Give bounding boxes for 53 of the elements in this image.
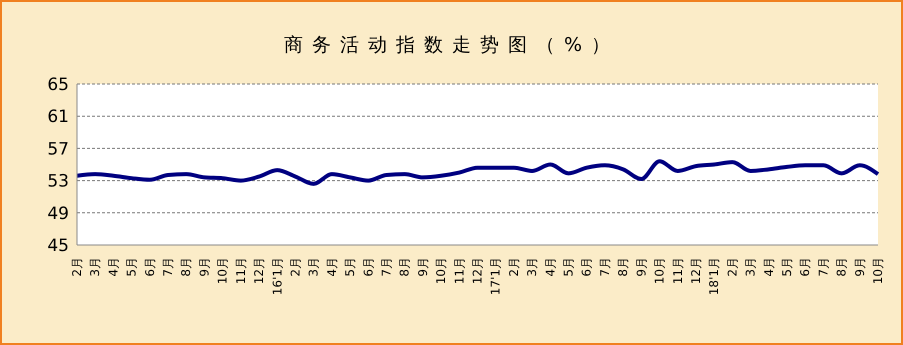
x-tick-label: 2月 [70, 257, 84, 277]
y-tick-label: 53 [47, 172, 69, 192]
x-tick-label: 8月 [834, 257, 849, 277]
y-tick-label: 49 [47, 204, 69, 224]
x-tick-label: 6月 [142, 257, 157, 277]
x-tick-label: 9月 [197, 257, 212, 277]
x-tick-label: 6月 [798, 257, 812, 277]
x-tick-label: 11月 [234, 257, 248, 284]
x-tick-label: 12月 [470, 257, 484, 284]
x-tick-label: 18'1月 [707, 257, 722, 296]
x-tick-label: 4月 [762, 257, 776, 277]
x-tick-label: 2月 [506, 257, 521, 277]
y-tick-label: 65 [47, 75, 69, 96]
x-tick-label: 7月 [816, 257, 830, 277]
x-tick-label: 6月 [361, 257, 376, 277]
x-tick-label: 10月 [434, 257, 448, 284]
x-tick-label: 5月 [124, 257, 139, 277]
x-tick-label: 7月 [161, 257, 176, 277]
x-tick-label: 12月 [688, 257, 703, 284]
y-tick-label: 57 [47, 139, 69, 160]
x-tick-label: 5月 [780, 257, 794, 277]
x-tick-label: 7月 [598, 257, 612, 277]
x-tick-label: 10月 [216, 257, 230, 284]
x-tick-label: 2月 [288, 257, 302, 277]
x-tick-label: 5月 [343, 257, 358, 277]
x-tick-label: 10月 [652, 257, 667, 284]
x-tick-label: 8月 [398, 257, 412, 277]
x-tick-label: 16'1月 [270, 257, 284, 296]
x-tick-label: 5月 [562, 257, 576, 277]
chart-title: 商务活动指数走势图（%） [282, 33, 620, 58]
x-tick-label: 11月 [452, 257, 466, 284]
x-tick-label: 9月 [416, 257, 430, 277]
x-tick-label: 3月 [525, 257, 540, 277]
x-tick-label: 8月 [616, 257, 630, 277]
x-tick-label: 17'1月 [488, 257, 503, 296]
x-tick-label: 8月 [179, 257, 194, 277]
y-tick-label: 45 [47, 236, 69, 256]
x-tick-label: 6月 [580, 257, 594, 277]
x-tick-label: 12月 [252, 257, 266, 284]
x-tick-label: 11月 [670, 257, 685, 284]
x-tick-label: 3月 [744, 257, 758, 277]
line-series [75, 159, 880, 186]
y-tick-label: 61 [47, 107, 69, 128]
x-tick-label: 3月 [306, 257, 321, 277]
x-tick-label: 10月 [871, 257, 885, 284]
x-tick-label: 9月 [634, 257, 648, 277]
x-tick-label: 2月 [725, 257, 740, 277]
x-tick-label: 4月 [543, 257, 558, 277]
x-tick-label: 3月 [88, 257, 102, 277]
x-tick-label: 4月 [324, 257, 339, 277]
x-tick-label: 9月 [852, 257, 867, 277]
x-tick-label: 4月 [106, 257, 120, 277]
x-tick-label: 7月 [379, 257, 394, 277]
